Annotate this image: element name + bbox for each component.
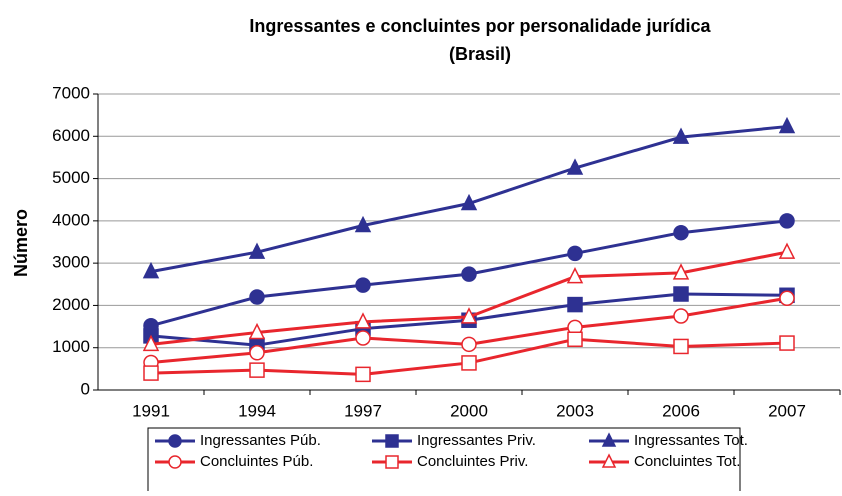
marker (601, 453, 617, 468)
y-tick-label: 3000 (52, 253, 90, 272)
marker (673, 308, 689, 324)
x-tick-label: 1991 (132, 401, 170, 420)
marker (354, 312, 372, 329)
chart-title: Ingressantes e concluintes por personali… (249, 16, 711, 36)
marker (355, 277, 371, 293)
marker (566, 158, 584, 175)
marker (355, 366, 371, 383)
marker (567, 296, 583, 313)
marker (249, 362, 265, 378)
marker (566, 266, 584, 284)
x-tick-label: 1994 (238, 401, 276, 420)
legend-label: Concluintes Tot. (634, 453, 740, 470)
y-tick-label: 4000 (52, 210, 90, 229)
legend-label: Concluintes Púb. (200, 453, 313, 470)
legend-label: Concluintes Priv. (417, 453, 528, 470)
marker (248, 242, 266, 259)
marker (168, 434, 182, 448)
legend-box (147, 427, 741, 496)
legend-label: Ingressantes Púb. (200, 432, 321, 449)
marker (249, 345, 265, 361)
marker (460, 307, 478, 324)
y-tick-label: 5000 (52, 168, 90, 187)
marker (248, 322, 266, 340)
x-tick-label: 2000 (450, 401, 488, 420)
marker (567, 331, 583, 348)
marker (779, 335, 795, 351)
marker (567, 245, 583, 262)
y-tick-label: 0 (81, 379, 90, 398)
x-tick-label: 1997 (344, 401, 382, 420)
legend-label: Ingressantes Priv. (417, 432, 536, 449)
y-tick-label: 2000 (52, 295, 90, 314)
y-tick-label: 7000 (52, 83, 90, 102)
marker (385, 434, 399, 448)
marker (778, 116, 796, 134)
chart-subtitle: (Brasil) (449, 44, 511, 64)
marker (778, 242, 796, 259)
marker (249, 289, 265, 305)
x-tick-label: 2007 (768, 401, 806, 420)
marker (355, 330, 371, 346)
marker (354, 215, 372, 233)
marker (142, 334, 160, 352)
marker (672, 127, 690, 144)
x-tick-label: 2006 (662, 401, 700, 420)
series-line (150, 250, 788, 346)
marker (673, 224, 689, 241)
marker (385, 455, 399, 469)
marker (143, 365, 159, 381)
y-tick-label: 1000 (52, 337, 90, 356)
marker (673, 286, 689, 302)
marker (779, 213, 795, 229)
y-tick-label: 6000 (52, 126, 90, 145)
legend-label: Ingressantes Tot. (634, 432, 748, 449)
marker (142, 261, 160, 279)
x-tick-label: 2003 (556, 401, 594, 420)
marker (601, 432, 617, 447)
marker (461, 355, 477, 371)
marker (460, 193, 478, 211)
marker (672, 263, 690, 280)
marker (779, 290, 795, 306)
y-axis-label: Número (11, 209, 31, 277)
marker (461, 336, 477, 353)
marker (673, 338, 689, 355)
marker (168, 455, 182, 469)
marker (461, 266, 477, 282)
